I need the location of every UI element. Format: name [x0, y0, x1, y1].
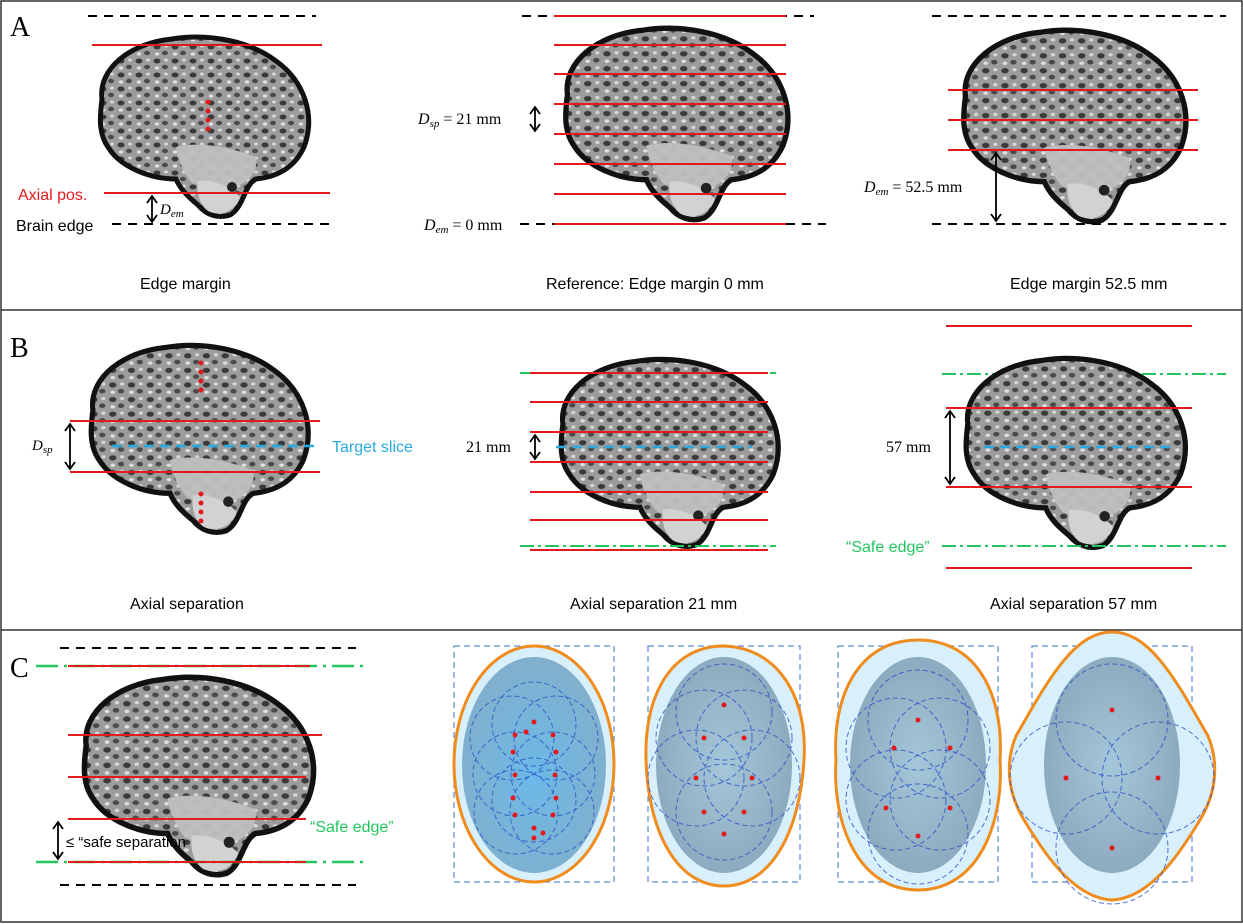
panel-a-middle: Dsp = 21 mm Dem = 0 mm Reference: Edge mar… [417, 15, 826, 293]
brain-sagittal-image [100, 37, 308, 216]
caption-axial-separation-57: Axial separation 57 mm [990, 596, 1157, 613]
axial-view-4 [1007, 630, 1217, 905]
skull-axial-image [656, 657, 792, 873]
dem-zero-label: Dem = 0 mm [423, 217, 503, 236]
brain-sagittal-image [566, 28, 788, 219]
sep-21-label: 21 mm [466, 439, 511, 456]
caption-edge-margin: Edge margin [140, 276, 231, 293]
red-dot [205, 126, 211, 132]
brain-edge-label: Brain edge [16, 218, 93, 235]
axial-view-1 [452, 644, 616, 884]
red-dot [205, 99, 211, 105]
panel-b-middle: 21 mm Axial separation 21 mm [466, 359, 778, 613]
panel-c-letter: C [10, 653, 29, 684]
axial-view-3 [834, 638, 1002, 892]
axial-view-2 [644, 644, 806, 888]
caption-reference: Reference: Edge margin 0 mm [546, 276, 764, 293]
red-dot [205, 117, 211, 123]
panel-b-right: 57 mm “Safe edge” Axial separation 57 mm [846, 325, 1226, 613]
target-slice-label: Target slice [332, 439, 413, 456]
dsp-label: Dsp [31, 438, 53, 456]
dsp-label: Dsp = 21 mm [417, 111, 502, 130]
panel-b-letter: B [10, 333, 29, 364]
sep-57-label: 57 mm [886, 439, 931, 456]
brain-sagittal-image [964, 30, 1186, 221]
axial-pos-label: Axial pos. [18, 187, 87, 204]
panel-a-left: Axial pos. Brain edge Dem Edge margin [16, 15, 334, 293]
caption-axial-separation-21: Axial separation 21 mm [570, 596, 737, 613]
panel-c-left: ≤ “safe separation “Safe edge” [36, 647, 394, 886]
panel-b-left: Dsp Target slice Axial separation [31, 345, 413, 613]
dem-52-label: Dem = 52.5 mm [863, 179, 963, 198]
safe-separation-label: ≤ “safe separation [66, 834, 186, 851]
caption-axial-separation: Axial separation [130, 596, 244, 613]
safe-edge-label: “Safe edge” [846, 539, 930, 556]
safe-edge-label: “Safe edge” [310, 819, 394, 836]
skull-axial-image [1044, 657, 1180, 873]
brain-sagittal-image [561, 359, 778, 546]
panel-a-letter: A [10, 12, 31, 43]
dem-label: Dem [159, 202, 184, 220]
skull-axial-image [462, 657, 606, 873]
skull-axial-image [850, 657, 986, 873]
red-dot [205, 108, 211, 114]
caption-edge-margin-52: Edge margin 52.5 mm [1010, 276, 1167, 293]
brain-sagittal-image [966, 358, 1185, 547]
panel-a-right: Dem = 52.5 mm Edge margin 52.5 mm [863, 15, 1226, 293]
